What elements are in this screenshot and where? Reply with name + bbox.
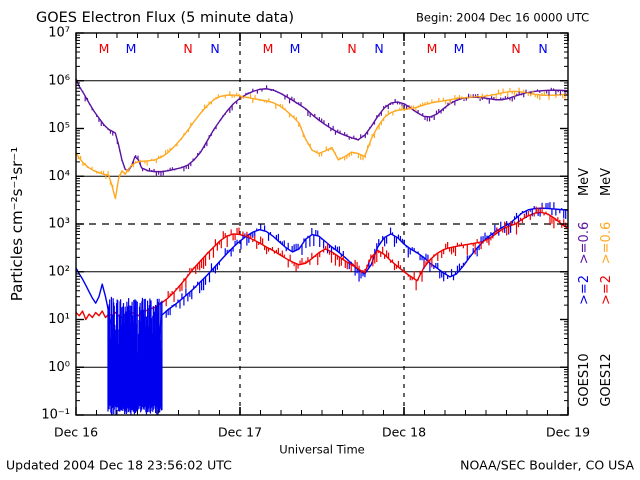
event-marker: M: [427, 41, 438, 56]
event-marker: N: [511, 41, 520, 56]
legend-satellite: GOES12: [599, 353, 614, 406]
y-axis-title: Particles cm⁻²s⁻¹sr⁻¹: [8, 147, 26, 301]
chart-title: GOES Electron Flux (5 minute data): [36, 10, 294, 26]
y-tick-label: 10⁴: [48, 169, 70, 184]
y-tick-label: 10³: [48, 217, 70, 232]
y-tick-label: 10⁻¹: [41, 408, 70, 423]
y-tick-label: 10⁶: [48, 73, 70, 88]
event-marker: M: [290, 41, 301, 56]
x-tick-label: Dec 16: [54, 425, 98, 440]
y-tick-label: 10⁵: [48, 121, 70, 136]
y-axis: 10⁷ 10⁶ 10⁵ 10⁴ 10³ 10² 10¹ 10⁰ 10⁻¹: [41, 26, 568, 423]
legend-satellite: GOES10: [577, 353, 592, 406]
y-tick-label: 10⁷: [48, 26, 70, 41]
legend: MeV >=0.6 >=2 GOES10 MeV >=0.6 >=2 GOES12: [577, 168, 614, 407]
event-marker: M: [454, 41, 465, 56]
source-label: NOAA/SEC Boulder, CO USA: [460, 458, 634, 473]
event-marker: N: [347, 41, 356, 56]
event-marker: M: [99, 41, 110, 56]
legend-energy-low: >=0.6: [599, 222, 614, 264]
legend-units: MeV: [577, 168, 592, 196]
x-axis: Dec 16 Dec 17 Dec 18 Dec 19: [54, 33, 590, 440]
event-marker: M: [263, 41, 274, 56]
legend-units: MeV: [599, 168, 614, 196]
event-marker: N: [210, 41, 219, 56]
y-tick-label: 10²: [48, 264, 70, 279]
x-tick-label: Dec 19: [546, 425, 590, 440]
event-marker: N: [183, 41, 192, 56]
event-marker: M: [126, 41, 137, 56]
x-axis-title: Universal Time: [279, 443, 365, 457]
x-tick-label: Dec 17: [218, 425, 262, 440]
legend-energy-low: >=0.6: [577, 222, 592, 264]
begin-time-label: Begin: 2004 Dec 16 0000 UTC: [416, 11, 589, 25]
data-noise-spikes: [75, 78, 569, 415]
x-tick-label: Dec 18: [382, 425, 426, 440]
event-marker: N: [374, 41, 383, 56]
event-marker: N: [538, 41, 547, 56]
legend-energy-high: >=2: [577, 275, 592, 305]
legend-energy-high: >=2: [599, 275, 614, 305]
updated-timestamp: Updated 2004 Dec 18 23:56:02 UTC: [6, 458, 232, 473]
y-tick-label: 10¹: [48, 312, 70, 327]
y-tick-label: 10⁰: [48, 360, 70, 375]
